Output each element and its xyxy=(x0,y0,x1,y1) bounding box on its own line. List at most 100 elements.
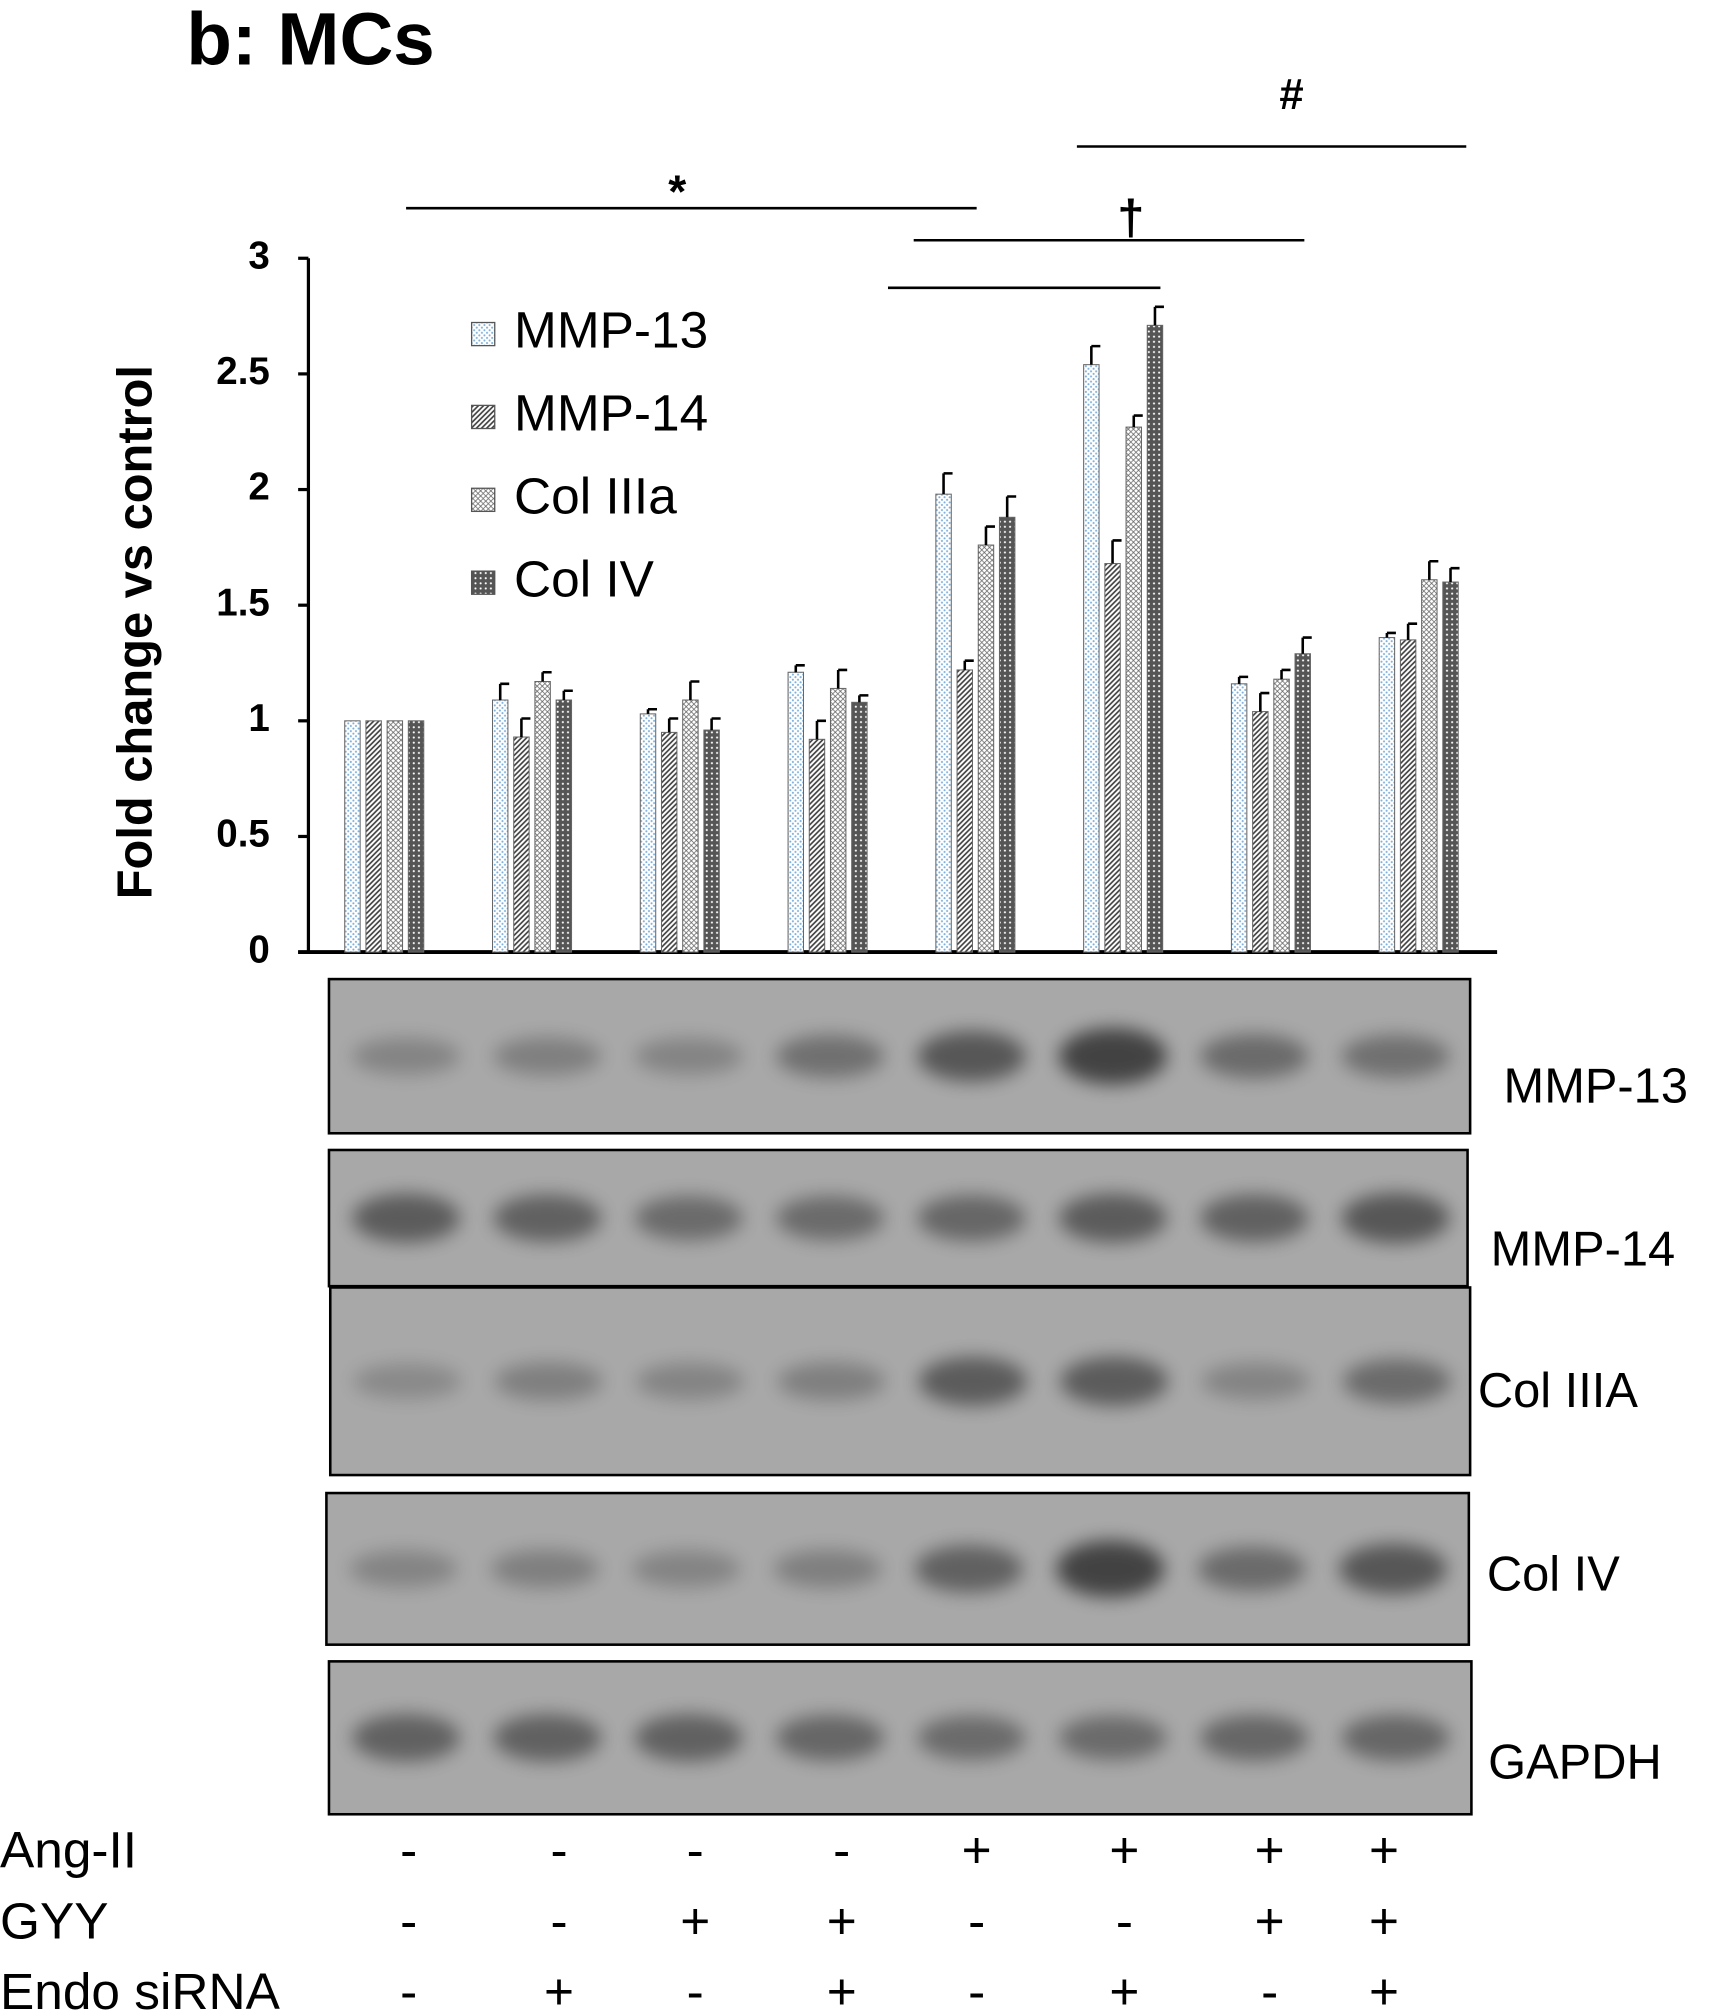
treatment-value: - xyxy=(968,1891,985,1949)
bar xyxy=(513,736,530,953)
blot-band xyxy=(490,1549,599,1588)
error-bar xyxy=(1237,675,1249,684)
treatment-label: Endo siRNA xyxy=(0,1962,281,2016)
blot-band xyxy=(1342,1359,1451,1404)
blot-band xyxy=(1339,1543,1447,1595)
error-bar xyxy=(498,682,510,701)
bar xyxy=(808,738,826,953)
error-bar xyxy=(1005,495,1017,518)
blot-band xyxy=(776,1195,885,1241)
legend-label: Col IIIa xyxy=(514,466,677,524)
blot-band xyxy=(917,1195,1026,1241)
treatment-value: - xyxy=(1116,1891,1133,1949)
blot-band xyxy=(1058,1715,1167,1760)
annotation: # xyxy=(1279,70,1303,119)
error-bar xyxy=(942,472,953,495)
error-bar xyxy=(858,694,869,703)
blot-band xyxy=(632,1550,741,1588)
blot-band xyxy=(917,1030,1026,1082)
blot-band xyxy=(773,1549,882,1588)
treatment-value: - xyxy=(400,1821,417,1879)
blot-band xyxy=(777,1362,886,1401)
error-bar xyxy=(646,707,657,714)
bar xyxy=(555,699,573,953)
treatment-value: + xyxy=(1369,1821,1399,1879)
blot-label: Col IV xyxy=(1487,1548,1620,1602)
bar xyxy=(1273,678,1290,953)
y-tick-label: 0 xyxy=(248,928,269,971)
error-bar xyxy=(667,717,679,733)
treatment-value: + xyxy=(1255,1891,1285,1949)
blot-band xyxy=(1201,1363,1310,1400)
blot-band xyxy=(1058,1193,1167,1243)
error-bar xyxy=(689,680,700,701)
treatment-value: + xyxy=(680,1891,710,1949)
blot-band xyxy=(493,1194,602,1242)
bar xyxy=(851,701,868,953)
treatment-value: - xyxy=(968,1962,985,2016)
error-bar xyxy=(1132,414,1143,428)
blot-band xyxy=(349,1550,458,1588)
treatment-value: - xyxy=(400,1962,417,2016)
blot-band xyxy=(353,1363,462,1399)
legend-swatch xyxy=(470,321,496,347)
treatment-value: + xyxy=(827,1891,857,1949)
bar xyxy=(639,713,657,953)
blot-band xyxy=(776,1034,885,1078)
bar xyxy=(935,493,952,953)
legend-label: MMP-14 xyxy=(514,384,708,442)
treatment-value: + xyxy=(544,1962,574,2016)
error-bar xyxy=(1090,344,1101,365)
bar xyxy=(787,671,805,953)
blots xyxy=(325,977,1473,1816)
bar xyxy=(1421,579,1438,953)
blot-band xyxy=(636,1363,745,1400)
treatment-value: + xyxy=(1369,1891,1399,1949)
error-bar xyxy=(1259,691,1270,712)
error-bar xyxy=(541,670,552,682)
legend-swatch xyxy=(470,487,496,513)
blot-label: GAPDH xyxy=(1488,1735,1662,1789)
blot-band xyxy=(1200,1034,1309,1079)
treatment-value: - xyxy=(687,1962,704,2016)
treatment-value: + xyxy=(962,1821,992,1879)
annotation: * xyxy=(668,166,686,218)
error-bar xyxy=(794,664,805,673)
legend-swatch xyxy=(470,570,496,595)
treatment-value: + xyxy=(1109,1821,1139,1879)
annotation: † xyxy=(1117,191,1144,245)
bar xyxy=(829,687,847,953)
bar xyxy=(407,720,425,953)
blot-band xyxy=(1060,1356,1169,1406)
blot-band xyxy=(352,1193,461,1243)
bar xyxy=(956,669,973,953)
bar xyxy=(998,516,1016,953)
blot-band xyxy=(914,1545,1023,1593)
blot-band xyxy=(634,1195,743,1241)
bar xyxy=(365,720,382,953)
treatment-value: + xyxy=(1255,1821,1285,1879)
bar xyxy=(1399,639,1417,953)
bar xyxy=(1083,364,1100,953)
treatment-label: GYY xyxy=(0,1891,109,1949)
y-tick-label: 0.5 xyxy=(216,813,270,856)
blot-band xyxy=(918,1356,1027,1406)
treatment-value: + xyxy=(1369,1962,1399,2016)
treatment-value: - xyxy=(400,1891,417,1949)
bar xyxy=(703,729,720,953)
blot-band xyxy=(776,1714,885,1761)
error-bar xyxy=(963,659,974,670)
y-tick-label: 3 xyxy=(248,234,269,277)
blot-label: MMP-14 xyxy=(1491,1223,1675,1277)
bar xyxy=(1104,563,1121,953)
bar xyxy=(1230,683,1248,953)
legend-swatch xyxy=(470,404,496,430)
y-axis-label: Fold change vs control xyxy=(109,365,163,899)
error-bar xyxy=(1385,631,1396,638)
error-bar xyxy=(836,668,848,689)
blot-band xyxy=(352,1714,461,1762)
treatment-value: + xyxy=(1109,1962,1139,2016)
blot-band xyxy=(917,1715,1026,1760)
blot-band xyxy=(1058,1027,1167,1085)
